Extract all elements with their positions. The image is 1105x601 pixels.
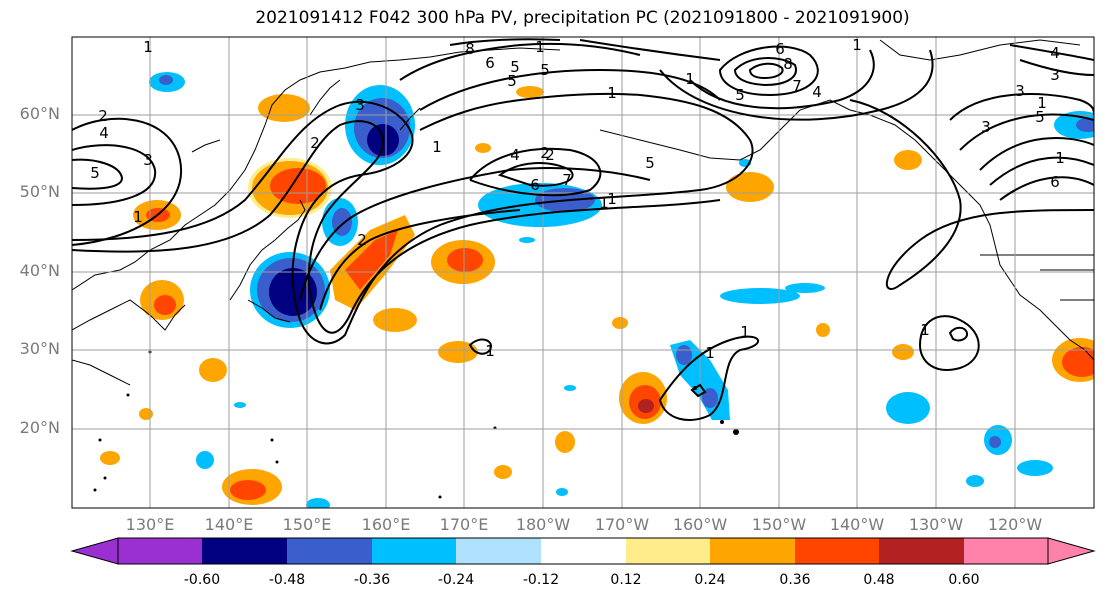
colorbar-tick-label: -0.12: [522, 572, 560, 588]
lat-label: 50°N: [19, 182, 60, 201]
lon-label: 150°E: [282, 515, 332, 534]
contour-label: 5: [735, 86, 745, 104]
lon-label: 160°W: [672, 515, 728, 534]
contour-label: 2: [310, 134, 320, 152]
contour-label: 2: [98, 107, 108, 125]
colorbar-segment: [372, 538, 456, 564]
lon-label: 160°E: [361, 515, 411, 534]
lon-label: 180°W: [515, 515, 571, 534]
contour-label: 4: [812, 83, 822, 101]
contour-label: 1: [432, 138, 442, 156]
lon-label: 170°E: [439, 515, 489, 534]
colorbar-segment: [456, 538, 541, 564]
lon-label: 130°E: [125, 515, 175, 534]
colorbar-tick-label: 0.12: [610, 572, 642, 588]
contour-label: 1: [920, 321, 930, 339]
contour-label: 8: [465, 40, 475, 58]
lat-label: 30°N: [19, 339, 60, 358]
contour-label: 7: [562, 171, 572, 189]
contour-label: 3: [981, 118, 991, 136]
contour-label: 4: [99, 124, 109, 142]
colorbar-tick-label: -0.48: [268, 572, 306, 588]
lon-label: 140°W: [829, 515, 885, 534]
contour-label: 3: [1050, 66, 1060, 84]
contour-label: 5: [645, 154, 655, 172]
contour-label: 2: [357, 231, 367, 249]
colorbar-segment: [795, 538, 879, 564]
contour-label: 6: [485, 54, 495, 72]
map-frame: [71, 36, 1095, 509]
colorbar-extend-min: [70, 537, 119, 565]
contour-label: 4: [510, 146, 520, 164]
contour-label: 1: [1055, 149, 1065, 167]
colorbar: [70, 537, 1096, 565]
colorbar-tick-label: 0.48: [863, 572, 895, 588]
colorbar-segment: [626, 538, 710, 564]
lat-label: 20°N: [19, 418, 60, 437]
contour-label: 5: [1035, 108, 1045, 126]
contour-labels: 2 4 5 1 2 5 6 8 1 2 4 7 6 5 5 6 7 8 1 5 …: [90, 36, 1065, 362]
contour-label: 1: [143, 38, 153, 56]
lon-label: 170°W: [594, 515, 650, 534]
colorbar-tick-label: 0.24: [694, 572, 726, 588]
colorbar-frame: [117, 537, 1049, 565]
contour-label: 1: [852, 36, 862, 54]
contour-label: 1: [535, 38, 545, 56]
colorbar-segment: [964, 538, 1048, 564]
colorbar-segment: [287, 538, 372, 564]
contour-label: 1: [599, 194, 609, 212]
colorbar-segment: [541, 538, 626, 564]
colorbar-extend-max: [1047, 537, 1096, 565]
lon-label: 150°W: [751, 515, 807, 534]
colorbar-tick-label: -0.24: [437, 572, 475, 588]
contour-label: 3: [355, 96, 365, 114]
contour-label: 2: [545, 146, 555, 164]
pv-contours: [72, 38, 1094, 421]
colorbar-tick-label: -0.60: [183, 572, 221, 588]
lon-label: 130°W: [908, 515, 964, 534]
contour-label: 7: [792, 77, 802, 95]
colorbar-segment: [710, 538, 795, 564]
contour-label: 2: [540, 144, 550, 162]
contour-label: 1: [705, 344, 715, 362]
contour-label: 8: [783, 55, 793, 73]
contour-label: 3: [1015, 82, 1025, 100]
contour-label: 1: [607, 190, 617, 208]
map-title: 2021091412 F042 300 hPa PV, precipitatio…: [255, 8, 910, 28]
contour-label: 5: [510, 58, 520, 76]
colorbar-segment: [879, 538, 964, 564]
colorbar-tick-label: -0.36: [353, 572, 391, 588]
contour-label: 5: [507, 72, 517, 90]
colorbar-tick-label: 0.36: [779, 572, 811, 588]
contour-label: 6: [1050, 173, 1060, 191]
colorbar-segment: [118, 538, 202, 564]
lat-label: 40°N: [19, 261, 60, 280]
contour-label: 1: [607, 84, 617, 102]
colorbar-segment: [202, 538, 287, 564]
contour-label: 4: [1050, 44, 1060, 62]
contour-label: 6: [530, 176, 540, 194]
contour-label: 5: [90, 164, 100, 182]
lon-label: 120°W: [987, 515, 1043, 534]
islands: [93, 350, 739, 499]
lon-label: 140°E: [204, 515, 254, 534]
contour-label: 1: [685, 70, 695, 88]
contour-label: 3: [143, 151, 153, 169]
colorbar-tick-label: 0.60: [948, 572, 980, 588]
contour-label: 1: [1037, 94, 1047, 112]
lat-label: 60°N: [19, 104, 60, 123]
graticule: [72, 37, 1094, 508]
contour-label: 6: [775, 40, 785, 58]
contour-label: 5: [540, 61, 550, 79]
contour-label: 1: [740, 323, 750, 341]
contour-label: 1: [133, 208, 143, 226]
contour-label: 1: [485, 342, 495, 360]
